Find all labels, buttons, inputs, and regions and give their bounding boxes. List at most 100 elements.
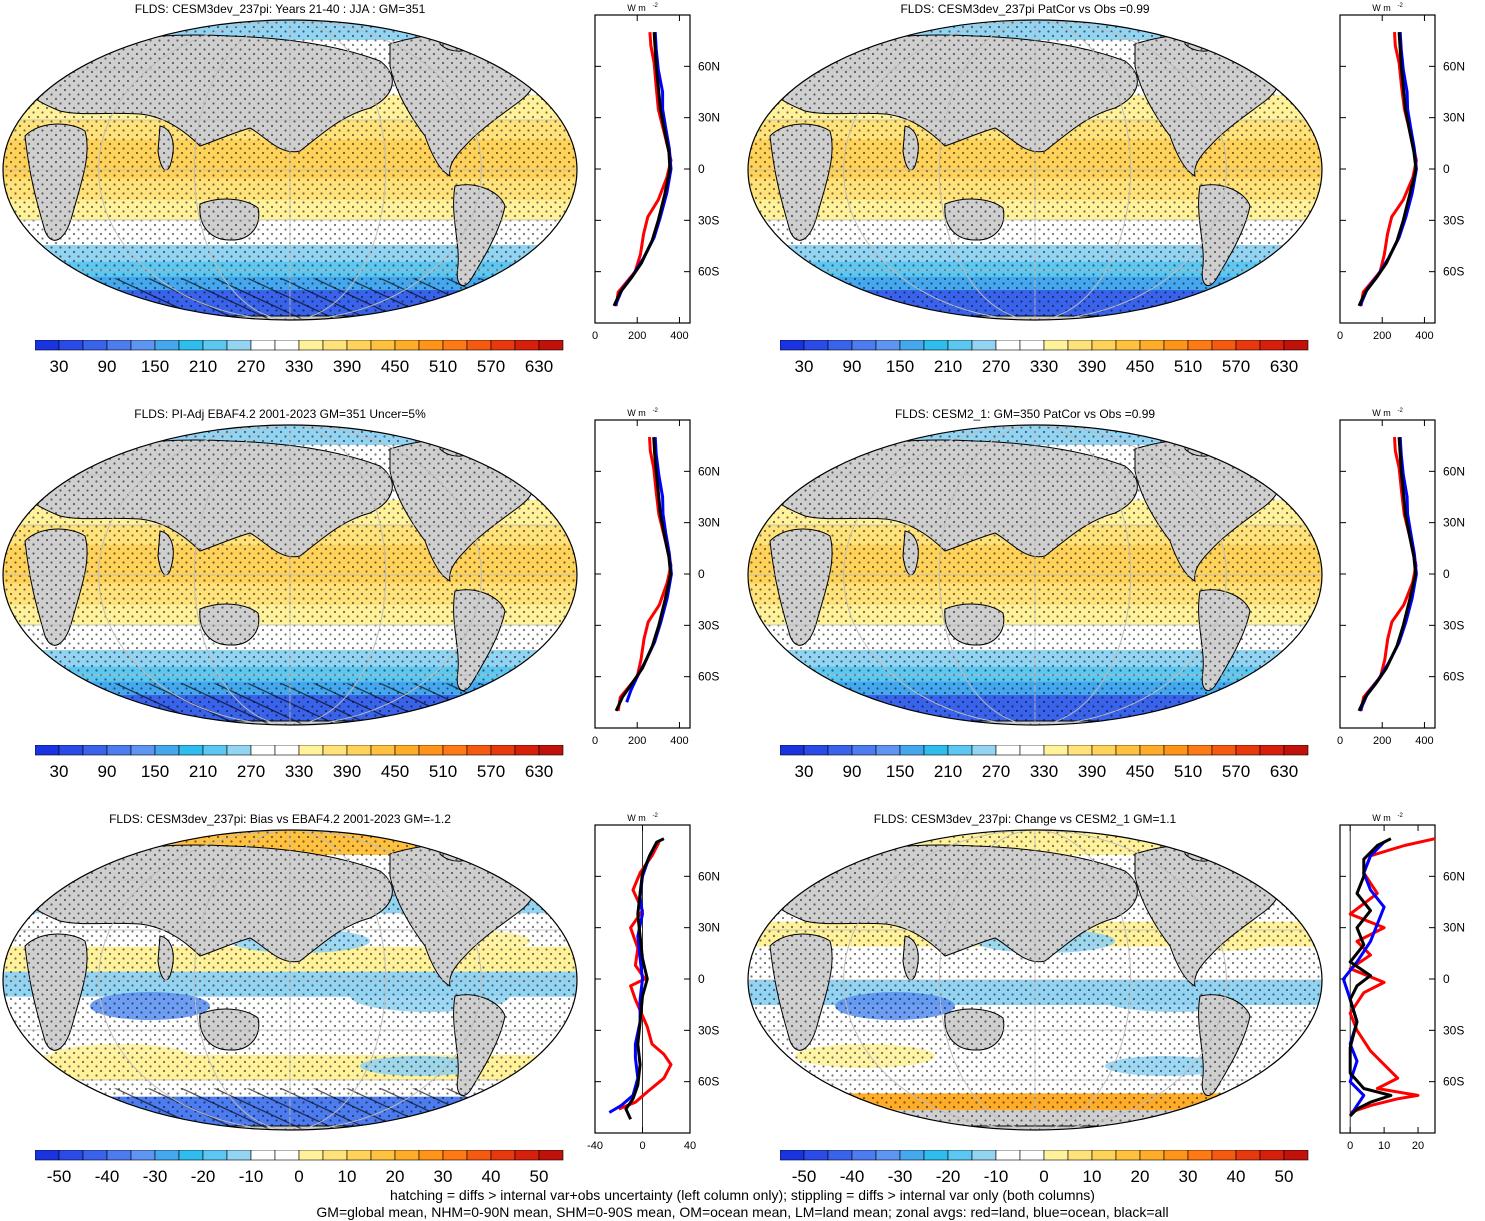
profile-lat-label: 60N [698, 869, 720, 883]
colorbar-swatch [1163, 340, 1189, 351]
profile-lat-label: 30N [698, 111, 720, 125]
colorbar-label: 150 [886, 762, 914, 781]
colorbar-label: 510 [1174, 762, 1202, 781]
colorbar-swatch [370, 1150, 396, 1161]
graticule [748, 830, 1322, 1130]
colorbar-swatch [1259, 1150, 1285, 1161]
colorbar-swatch [35, 1150, 60, 1161]
colorbar-swatch [274, 745, 300, 756]
colorbar-swatch [466, 745, 492, 756]
colorbar-label: 390 [1078, 762, 1106, 781]
map-border [747, 424, 1323, 726]
colorbar-label: -10 [984, 1167, 1009, 1186]
graticule [3, 830, 577, 1130]
profile-xtick-label: 400 [670, 330, 688, 342]
profile-lat-label: 30S [698, 1023, 719, 1037]
colorbar-swatch [82, 1150, 108, 1161]
colorbar-label: 30 [1179, 1167, 1198, 1186]
profile-units-exponent: -2 [653, 408, 659, 414]
colorbar-label: 330 [1030, 762, 1058, 781]
profile-frame [1339, 14, 1436, 324]
colorbar-swatch [1091, 1150, 1117, 1161]
colorbar-swatch [1067, 1150, 1093, 1161]
profile-lat-label: 0 [1443, 162, 1450, 176]
colorbar-label: 630 [525, 357, 553, 376]
colorbar-label: 630 [1270, 762, 1298, 781]
colorbar-swatch [1211, 1150, 1237, 1161]
colorbar-swatch [82, 745, 108, 756]
zonal-mean-profile: W m -2 -40 0 40 60N 30N 0 30S 60S [587, 813, 720, 1152]
colorbar-swatch [780, 340, 805, 351]
colorbar-swatch [1067, 745, 1093, 756]
colorbar-label: 0 [1039, 1167, 1048, 1186]
colorbar-swatch [875, 1150, 901, 1161]
colorbar-label: 90 [843, 357, 862, 376]
profile-lat-label: 60S [698, 670, 719, 684]
colorbar-label: 570 [477, 762, 505, 781]
profile-xtick-label: 400 [1415, 735, 1433, 747]
colorbar-swatch [1019, 745, 1045, 756]
colorbar-label: 210 [189, 357, 217, 376]
profile-lat-label: 30N [1443, 111, 1465, 125]
colorbar-label: 50 [530, 1167, 549, 1186]
colorbar-swatch [1259, 745, 1285, 756]
colorbar-swatch [899, 1150, 925, 1161]
colorbar-swatch [226, 1150, 252, 1161]
colorbar-swatch [322, 340, 348, 351]
footer-legend-line-2: GM=global mean, NHM=0-90N mean, SHM=0-90… [316, 1204, 1169, 1220]
colorbar-swatch [394, 1150, 420, 1161]
profile-xtick-label: 200 [1373, 330, 1391, 342]
colorbar-label: 40 [1227, 1167, 1246, 1186]
colorbar-swatch [514, 1150, 540, 1161]
colorbar-label: 390 [333, 762, 361, 781]
colorbar-label: 570 [1222, 357, 1250, 376]
profile-units: W m [627, 813, 646, 823]
profile-frame [594, 419, 691, 729]
colorbar-swatch [1091, 745, 1117, 756]
world-map [747, 829, 1323, 1131]
colorbar-swatch [971, 1150, 997, 1161]
profile-line-ocean [1341, 841, 1386, 1117]
colorbar-swatch [1259, 340, 1285, 351]
colorbar-label: 390 [333, 357, 361, 376]
colorbar-swatch [226, 745, 252, 756]
colorbar-swatch [947, 1150, 973, 1161]
colorbar-swatch [1211, 340, 1237, 351]
colorbar-label: -20 [936, 1167, 961, 1186]
profile-frame [594, 14, 691, 324]
colorbar-swatch [1091, 340, 1117, 351]
profile-lat-label: 30N [1443, 516, 1465, 530]
profile-line-all [612, 32, 672, 307]
map-border [2, 424, 578, 726]
profile-lat-label: 30N [698, 921, 720, 935]
colorbar-swatch [1235, 745, 1261, 756]
colorbar-label: 20 [1131, 1167, 1150, 1186]
colorbar-swatch [947, 745, 973, 756]
colorbar-swatch [442, 1150, 468, 1161]
map-border [747, 829, 1323, 1131]
zonal-mean-profile: W m -2 0 200 400 60N 30N 0 30S 60S [592, 3, 720, 342]
profile-lat-label: 30S [1443, 1023, 1464, 1037]
colorbar-swatch [346, 745, 372, 756]
colorbar-label: 390 [1078, 357, 1106, 376]
map-field [748, 425, 1322, 725]
colorbar-label: 270 [237, 357, 265, 376]
profile-lat-label: 30N [698, 516, 720, 530]
colorbar-swatch [154, 1150, 180, 1161]
zonal-mean-profile: W m -2 0 200 400 60N 30N 0 30S 60S [1337, 3, 1465, 342]
colorbar-swatch [418, 340, 444, 351]
colorbar-swatch [1163, 745, 1189, 756]
colorbar-label: 270 [237, 762, 265, 781]
colorbar-label: 450 [1126, 762, 1154, 781]
colorbar-swatch [370, 340, 396, 351]
map-border [2, 19, 578, 321]
colorbar-swatch [1235, 1150, 1261, 1161]
map-field [748, 830, 1322, 1130]
profile-xtick-label: -40 [587, 1140, 603, 1152]
colorbar-label: 90 [843, 762, 862, 781]
colorbar-swatch [1163, 1150, 1189, 1161]
colorbar-swatch [1115, 340, 1141, 351]
panel-model-jja: FLDS: CESM3dev_237pi: Years 21-40 : JJA … [0, 0, 740, 405]
panel-title: FLDS: CESM3dev_237pi: Change vs CESM2_1 … [873, 812, 1177, 826]
world-map [2, 19, 578, 321]
